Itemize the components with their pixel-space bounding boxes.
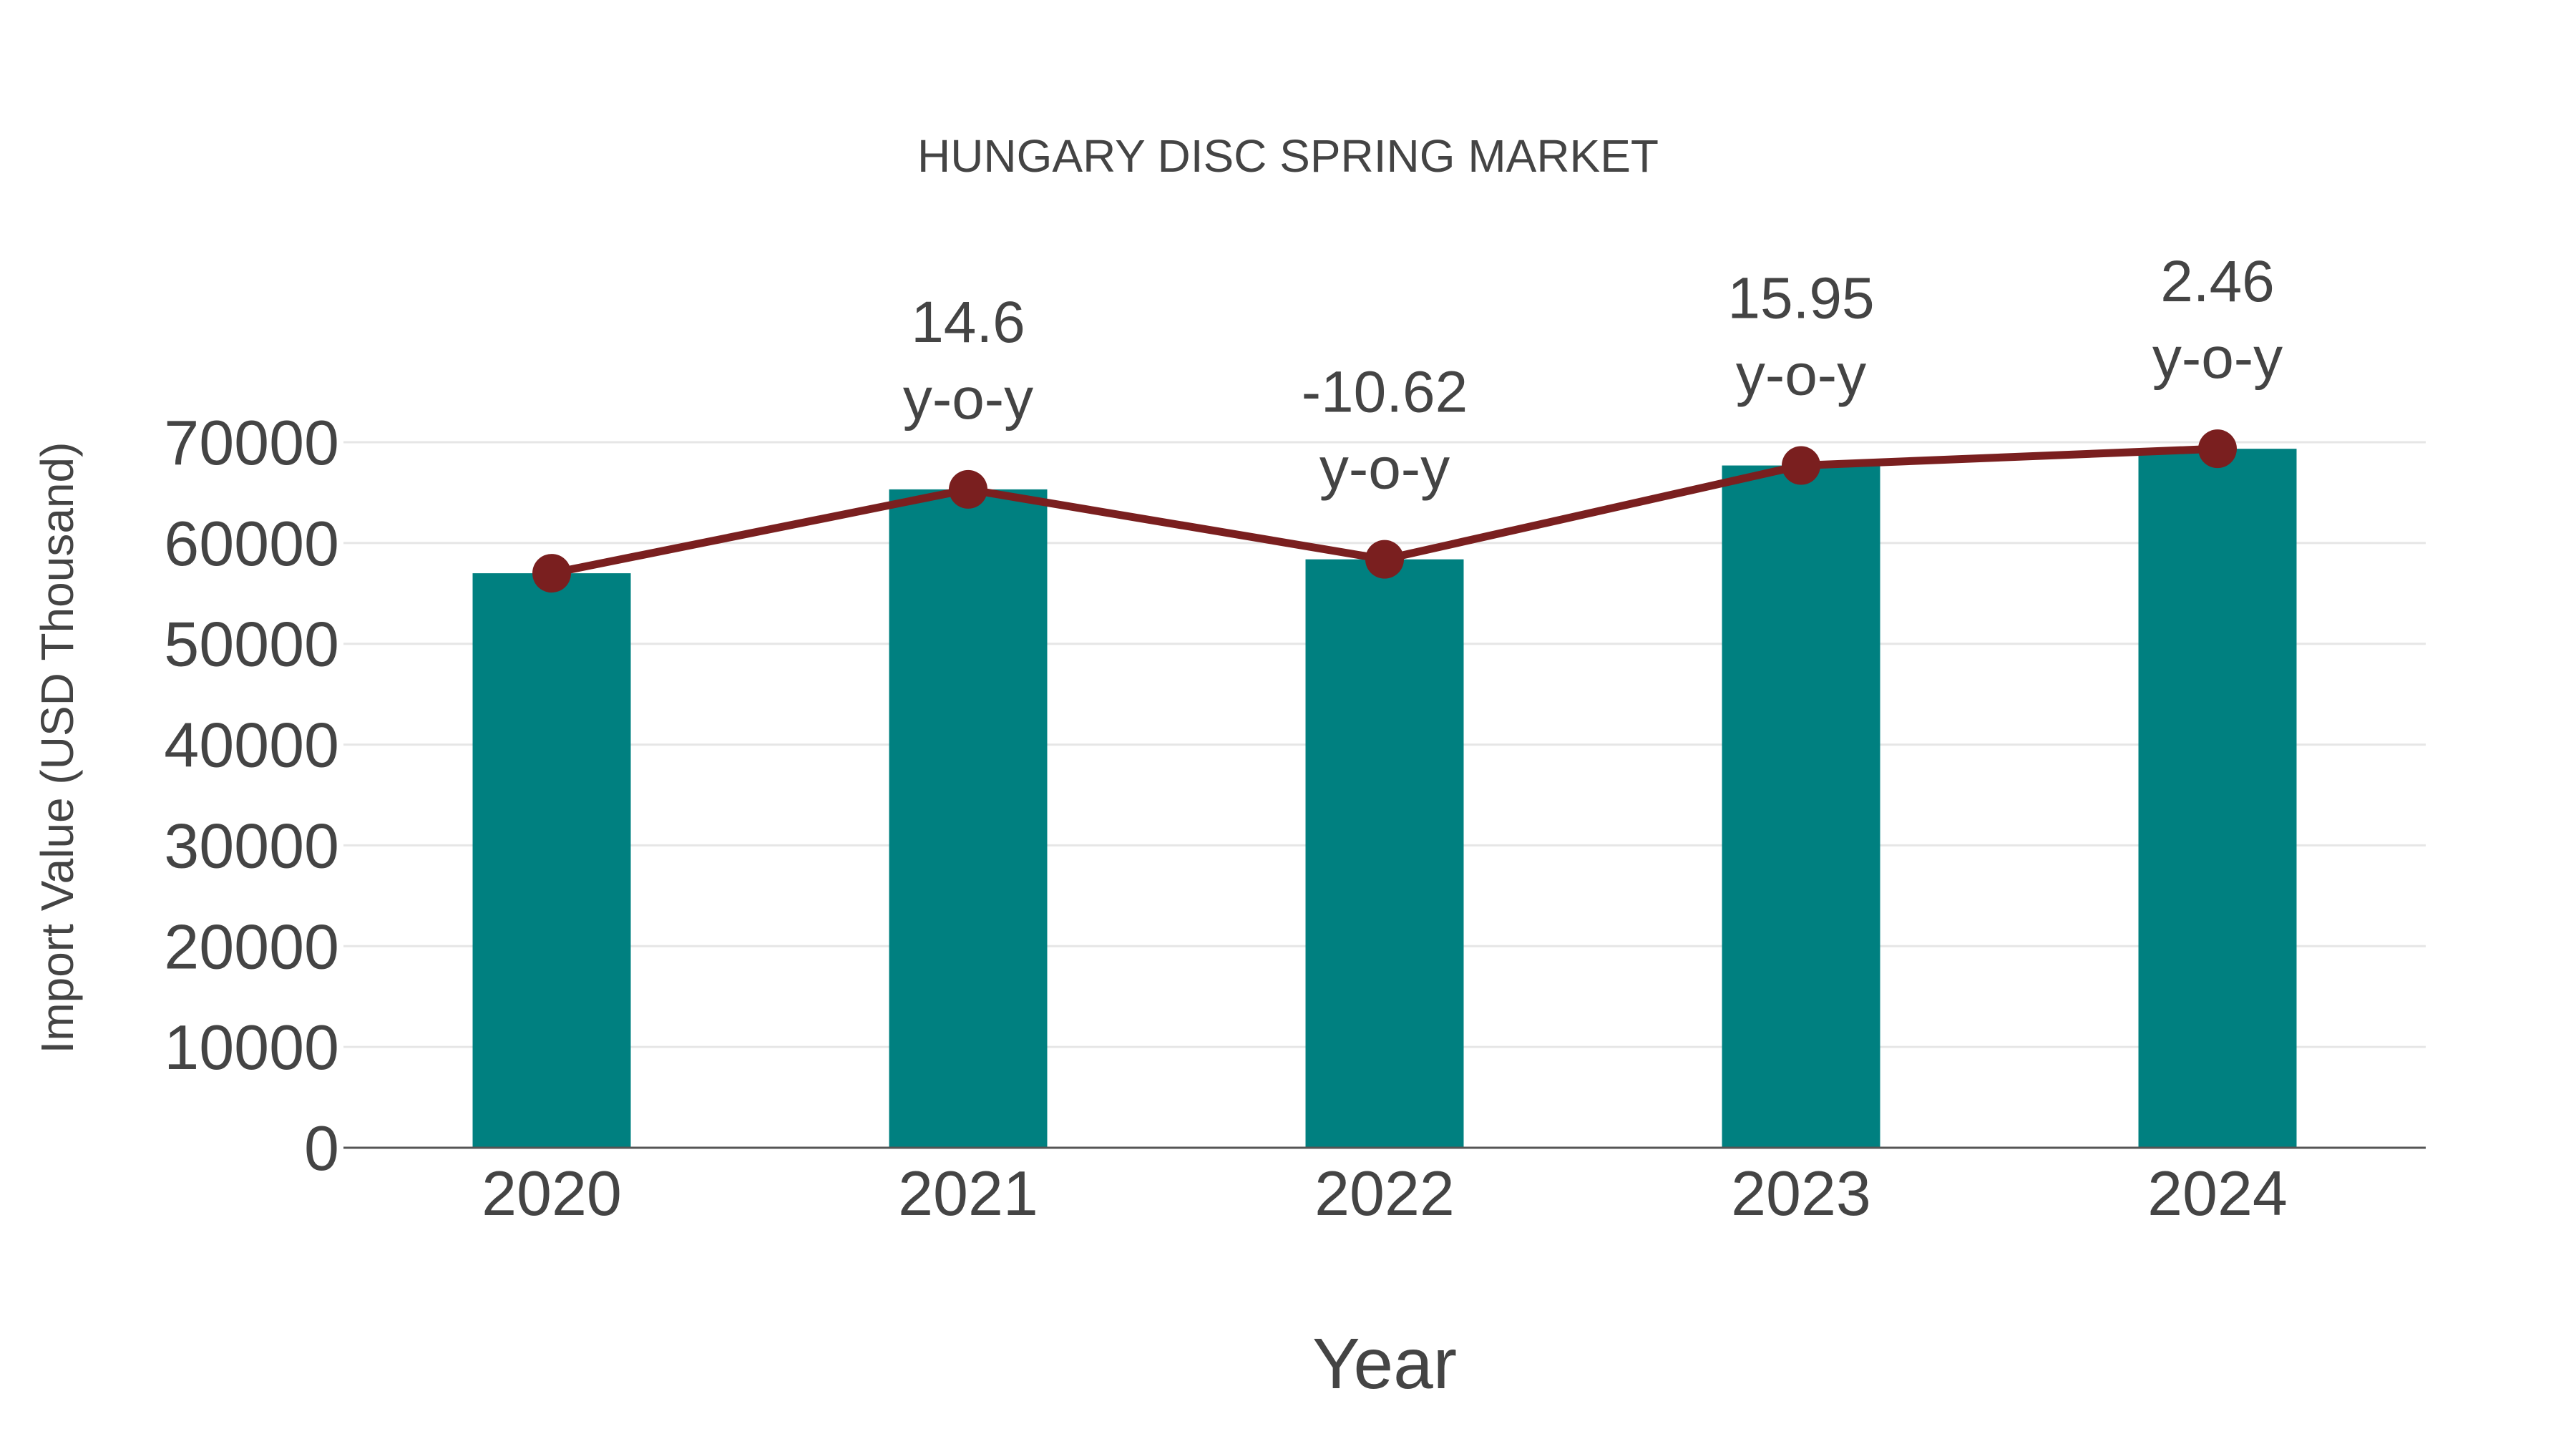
yoy-suffix-label: y-o-y <box>1736 343 1866 408</box>
line-marker-2022 <box>1365 540 1404 579</box>
bar-2022 <box>1305 559 1464 1148</box>
bar-2024 <box>2138 449 2297 1148</box>
y-axis-title: Import Value (USD Thousand) <box>31 442 83 1054</box>
line-series <box>532 429 2237 593</box>
line-marker-2021 <box>949 469 987 509</box>
y-tick-label: 40000 <box>164 710 339 781</box>
yoy-suffix-label: y-o-y <box>2152 326 2283 391</box>
x-tick-label: 2021 <box>898 1158 1038 1229</box>
x-tick-label: 2020 <box>482 1158 622 1229</box>
x-tick-label: 2024 <box>2147 1158 2288 1229</box>
y-tick-label: 20000 <box>164 911 339 982</box>
line-marker-2020 <box>532 554 571 593</box>
yoy-suffix-label: y-o-y <box>903 366 1033 431</box>
x-tick-label: 2023 <box>1731 1158 1871 1229</box>
yoy-value-label: 14.6 <box>911 290 1025 355</box>
y-tick-label: 0 <box>304 1113 339 1184</box>
y-tick-label: 10000 <box>164 1012 339 1083</box>
x-axis-title: Year <box>1312 1324 1457 1404</box>
bar-2023 <box>1722 465 1880 1148</box>
chart-title: HUNGARY DISC SPRING MARKET <box>917 130 1659 182</box>
line-marker-2023 <box>1782 446 1820 485</box>
yoy-value-label: 2.46 <box>2160 249 2275 314</box>
line-marker-2024 <box>2198 429 2237 469</box>
y-tick-label: 50000 <box>164 609 339 680</box>
bar-series <box>472 449 2297 1148</box>
yoy-suffix-label: y-o-y <box>1319 436 1450 502</box>
y-tick-label: 30000 <box>164 810 339 881</box>
yoy-value-label: 15.95 <box>1727 266 1874 331</box>
bar-2021 <box>889 489 1048 1148</box>
x-axis-ticks: 2020 2021 2022 2023 2024 <box>482 1158 2288 1229</box>
yoy-annotations: 14.6 y-o-y -10.62 y-o-y 15.95 y-o-y 2.46 y-o-y <box>903 249 2283 502</box>
yoy-value-label: -10.62 <box>1302 360 1468 425</box>
y-tick-label: 70000 <box>164 407 339 478</box>
bar-2020 <box>472 573 631 1148</box>
x-tick-label: 2022 <box>1314 1158 1455 1229</box>
y-tick-label: 60000 <box>164 508 339 579</box>
y-axis-ticks: 0 10000 20000 30000 40000 50000 60000 70000 <box>164 407 339 1184</box>
